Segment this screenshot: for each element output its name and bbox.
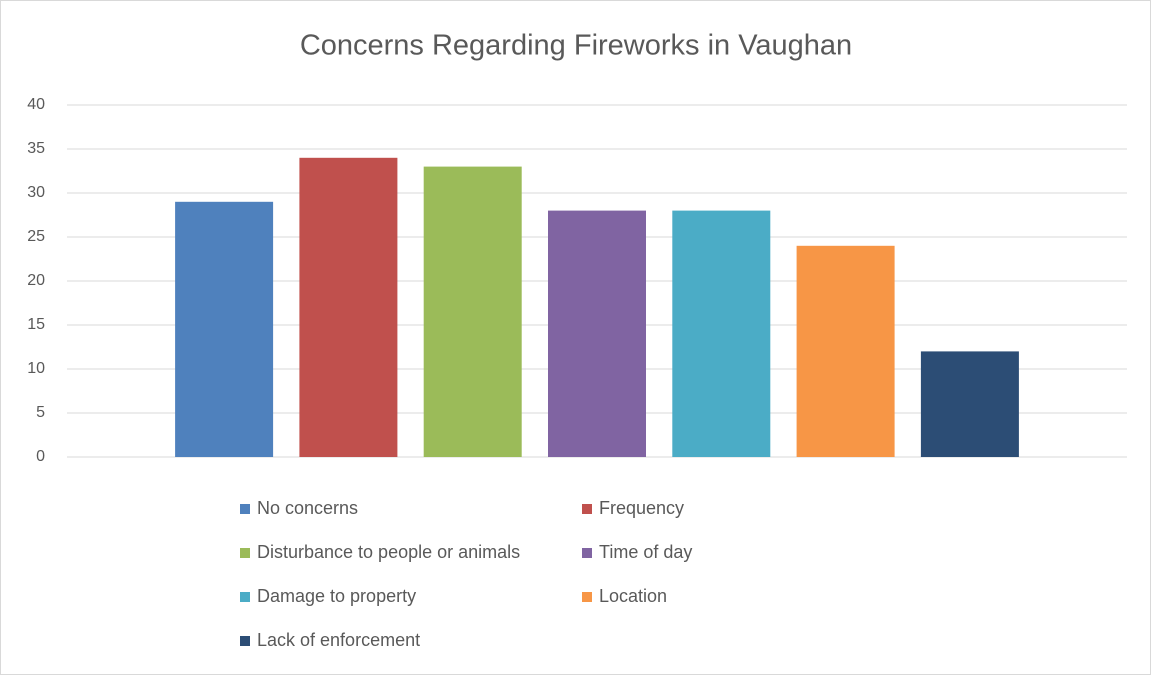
legend-label: No concerns [257, 498, 358, 518]
bar [920, 351, 1019, 457]
bar [548, 210, 646, 457]
legend-swatch [240, 636, 250, 646]
legend-label: Frequency [599, 498, 684, 518]
legend-swatch [582, 592, 592, 602]
legend-swatch [240, 504, 250, 514]
legend-label: Damage to property [257, 586, 416, 606]
legend-swatch [582, 504, 592, 514]
legend-swatch [240, 548, 250, 558]
y-tick-label: 5 [36, 404, 45, 421]
bar [796, 245, 895, 457]
legend-swatch [582, 548, 592, 558]
bar [175, 201, 274, 457]
y-tick-label: 0 [36, 448, 45, 465]
y-tick-label: 20 [27, 272, 45, 289]
y-tick-label: 10 [27, 360, 45, 377]
y-tick-label: 30 [27, 184, 45, 201]
legend-label: Lack of enforcement [257, 630, 420, 650]
legend-swatch [240, 592, 250, 602]
bar [423, 166, 522, 457]
legend-label: Location [599, 586, 667, 606]
legend-label: Time of day [599, 542, 692, 562]
bar [672, 210, 771, 457]
y-tick-label: 15 [27, 316, 45, 333]
y-tick-label: 40 [27, 96, 45, 113]
y-tick-label: 25 [27, 228, 45, 245]
legend-label: Disturbance to people or animals [257, 542, 520, 562]
y-tick-label: 35 [27, 140, 45, 157]
bar [299, 157, 398, 458]
chart-title: Concerns Regarding Fireworks in Vaughan [300, 30, 852, 62]
